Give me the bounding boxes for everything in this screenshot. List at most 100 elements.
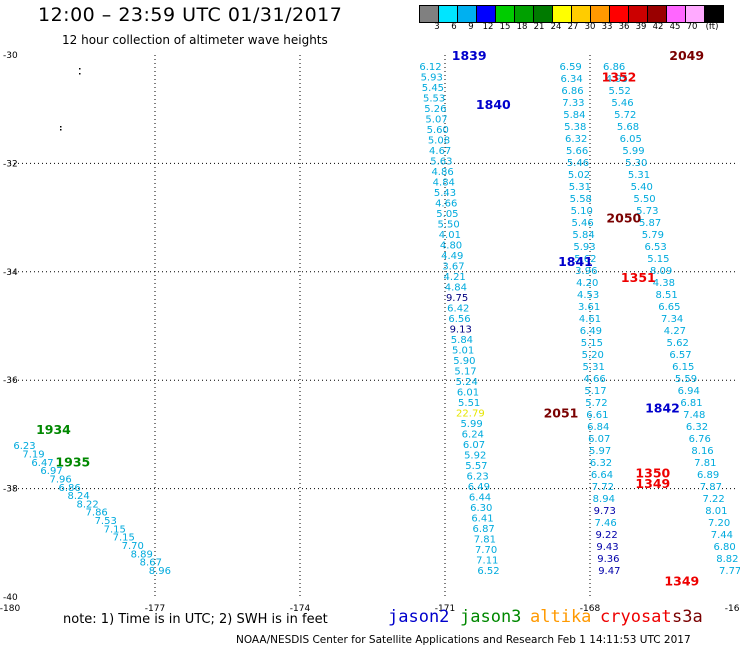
swh-value: 6.81 (680, 398, 702, 409)
swh-value: 6.86 (58, 483, 80, 494)
swh-value: 5.01 (452, 345, 474, 356)
swh-value: 7.20 (708, 518, 730, 529)
swh-value: 5.84 (451, 335, 473, 346)
y-tick-label: -36 (3, 376, 18, 386)
stray-dot (60, 129, 62, 131)
swh-value: 6.47 (31, 458, 53, 469)
swh-value: 5.84 (572, 230, 594, 241)
swh-value: 7.34 (661, 314, 683, 325)
scale-label: 42 (652, 22, 664, 32)
swh-value: 4.66 (583, 374, 605, 385)
swh-value: 6.12 (419, 62, 441, 73)
pass-number: 2051 (544, 406, 579, 421)
x-tick-label: -165 (725, 604, 740, 614)
swh-value: 5.62 (574, 254, 596, 265)
swh-value: 6.07 (463, 440, 485, 451)
stray-dot (79, 68, 81, 70)
swh-value: 8.24 (68, 491, 90, 502)
swh-value: 4.49 (441, 251, 463, 262)
swh-value: 6.07 (588, 434, 610, 445)
swh-value: 4.84 (433, 177, 455, 188)
swh-value: 5.57 (465, 461, 487, 472)
swh-value: 4.01 (439, 230, 461, 241)
swh-value: 9.43 (596, 542, 618, 553)
scale-label: 39 (635, 22, 647, 32)
swh-value: 7.46 (595, 518, 617, 529)
swh-value: 8.82 (716, 554, 738, 565)
swh-value: 5.50 (437, 219, 459, 230)
swh-value: 5.10 (571, 206, 593, 217)
y-tick-label: -40 (3, 593, 18, 603)
pass-number: 2049 (669, 48, 704, 63)
swh-value: 6.05 (620, 134, 642, 145)
swh-value: 7.22 (702, 494, 724, 505)
swh-value: 7.15 (113, 533, 135, 544)
swh-value: 5.30 (625, 158, 647, 169)
swh-value: 6.61 (586, 410, 608, 421)
pass-number: 1842 (645, 400, 680, 415)
pass-number: 1839 (452, 48, 487, 63)
swh-value: 3.67 (442, 261, 464, 272)
swh-value: 4.95 (606, 74, 628, 85)
swh-value: 9.47 (598, 566, 620, 577)
swh-value: 9.13 (450, 324, 472, 335)
swh-value: 4.20 (576, 278, 598, 289)
swh-value: 7.48 (683, 410, 705, 421)
swh-value: 6.23 (466, 471, 488, 482)
swh-value: 6.97 (40, 466, 62, 477)
swh-value: 7.70 (475, 545, 497, 556)
swh-value: 5.59 (675, 374, 697, 385)
swh-value: 6.49 (468, 482, 490, 493)
swh-value: 9.22 (595, 530, 617, 541)
swh-value: 7.19 (22, 450, 44, 461)
pass-number: 1840 (476, 97, 511, 112)
swh-value: 6.34 (560, 74, 582, 85)
swh-value: 6.52 (477, 566, 499, 577)
page-subtitle: 12 hour collection of altimeter wave hei… (62, 33, 328, 47)
swh-value: 6.32 (565, 134, 587, 145)
swh-value: 5.31 (569, 182, 591, 193)
swh-value: 5.99 (622, 146, 644, 157)
swh-value: 8.67 (140, 558, 162, 569)
swh-value: 8.16 (691, 446, 713, 457)
swh-value: 6.42 (447, 303, 469, 314)
swh-value: 4.80 (440, 240, 462, 251)
swh-value: 5.99 (460, 419, 482, 430)
swh-value: 4.66 (435, 198, 457, 209)
swh-value: 6.94 (678, 386, 700, 397)
swh-value: 6.24 (462, 429, 484, 440)
scale-label: (ft) (705, 22, 719, 32)
swh-value: 5.46 (611, 98, 633, 109)
swh-value: 5.26 (424, 104, 446, 115)
swh-value: 4.67 (429, 146, 451, 157)
swh-value: 5.93 (573, 242, 595, 253)
swh-value: 6.01 (457, 387, 479, 398)
swh-value: 5.24 (456, 377, 478, 388)
swh-value: 7.87 (700, 482, 722, 493)
swh-value: 4.86 (431, 167, 453, 178)
swh-value: 5.38 (564, 122, 586, 133)
swh-value: 5.45 (422, 83, 444, 94)
swh-value: 4.53 (577, 290, 599, 301)
legend-jason3: jason3 (460, 607, 522, 627)
x-tick-label: -180 (0, 604, 20, 614)
swh-value: 9.73 (594, 506, 616, 517)
swh-value: 8.94 (593, 494, 615, 505)
swh-value: 5.68 (617, 122, 639, 133)
swh-value: 5.43 (434, 188, 456, 199)
swh-value: 5.63 (430, 156, 452, 167)
swh-value: 8.96 (149, 566, 171, 577)
swh-value: 8.09 (650, 266, 672, 277)
swh-value: 6.86 (561, 86, 583, 97)
scale-label: 27 (567, 22, 579, 32)
scale-label: 9 (468, 22, 474, 32)
swh-value: 5.72 (614, 110, 636, 121)
swh-value: 6.76 (689, 434, 711, 445)
swh-value: 7.81 (474, 534, 496, 545)
legend-jason2: jason2 (388, 607, 450, 627)
swh-value: 5.46 (567, 158, 589, 169)
swh-value: 7.77 (719, 566, 740, 577)
pass-number: 1352 (602, 70, 637, 85)
pass-number: 1934 (36, 422, 71, 437)
